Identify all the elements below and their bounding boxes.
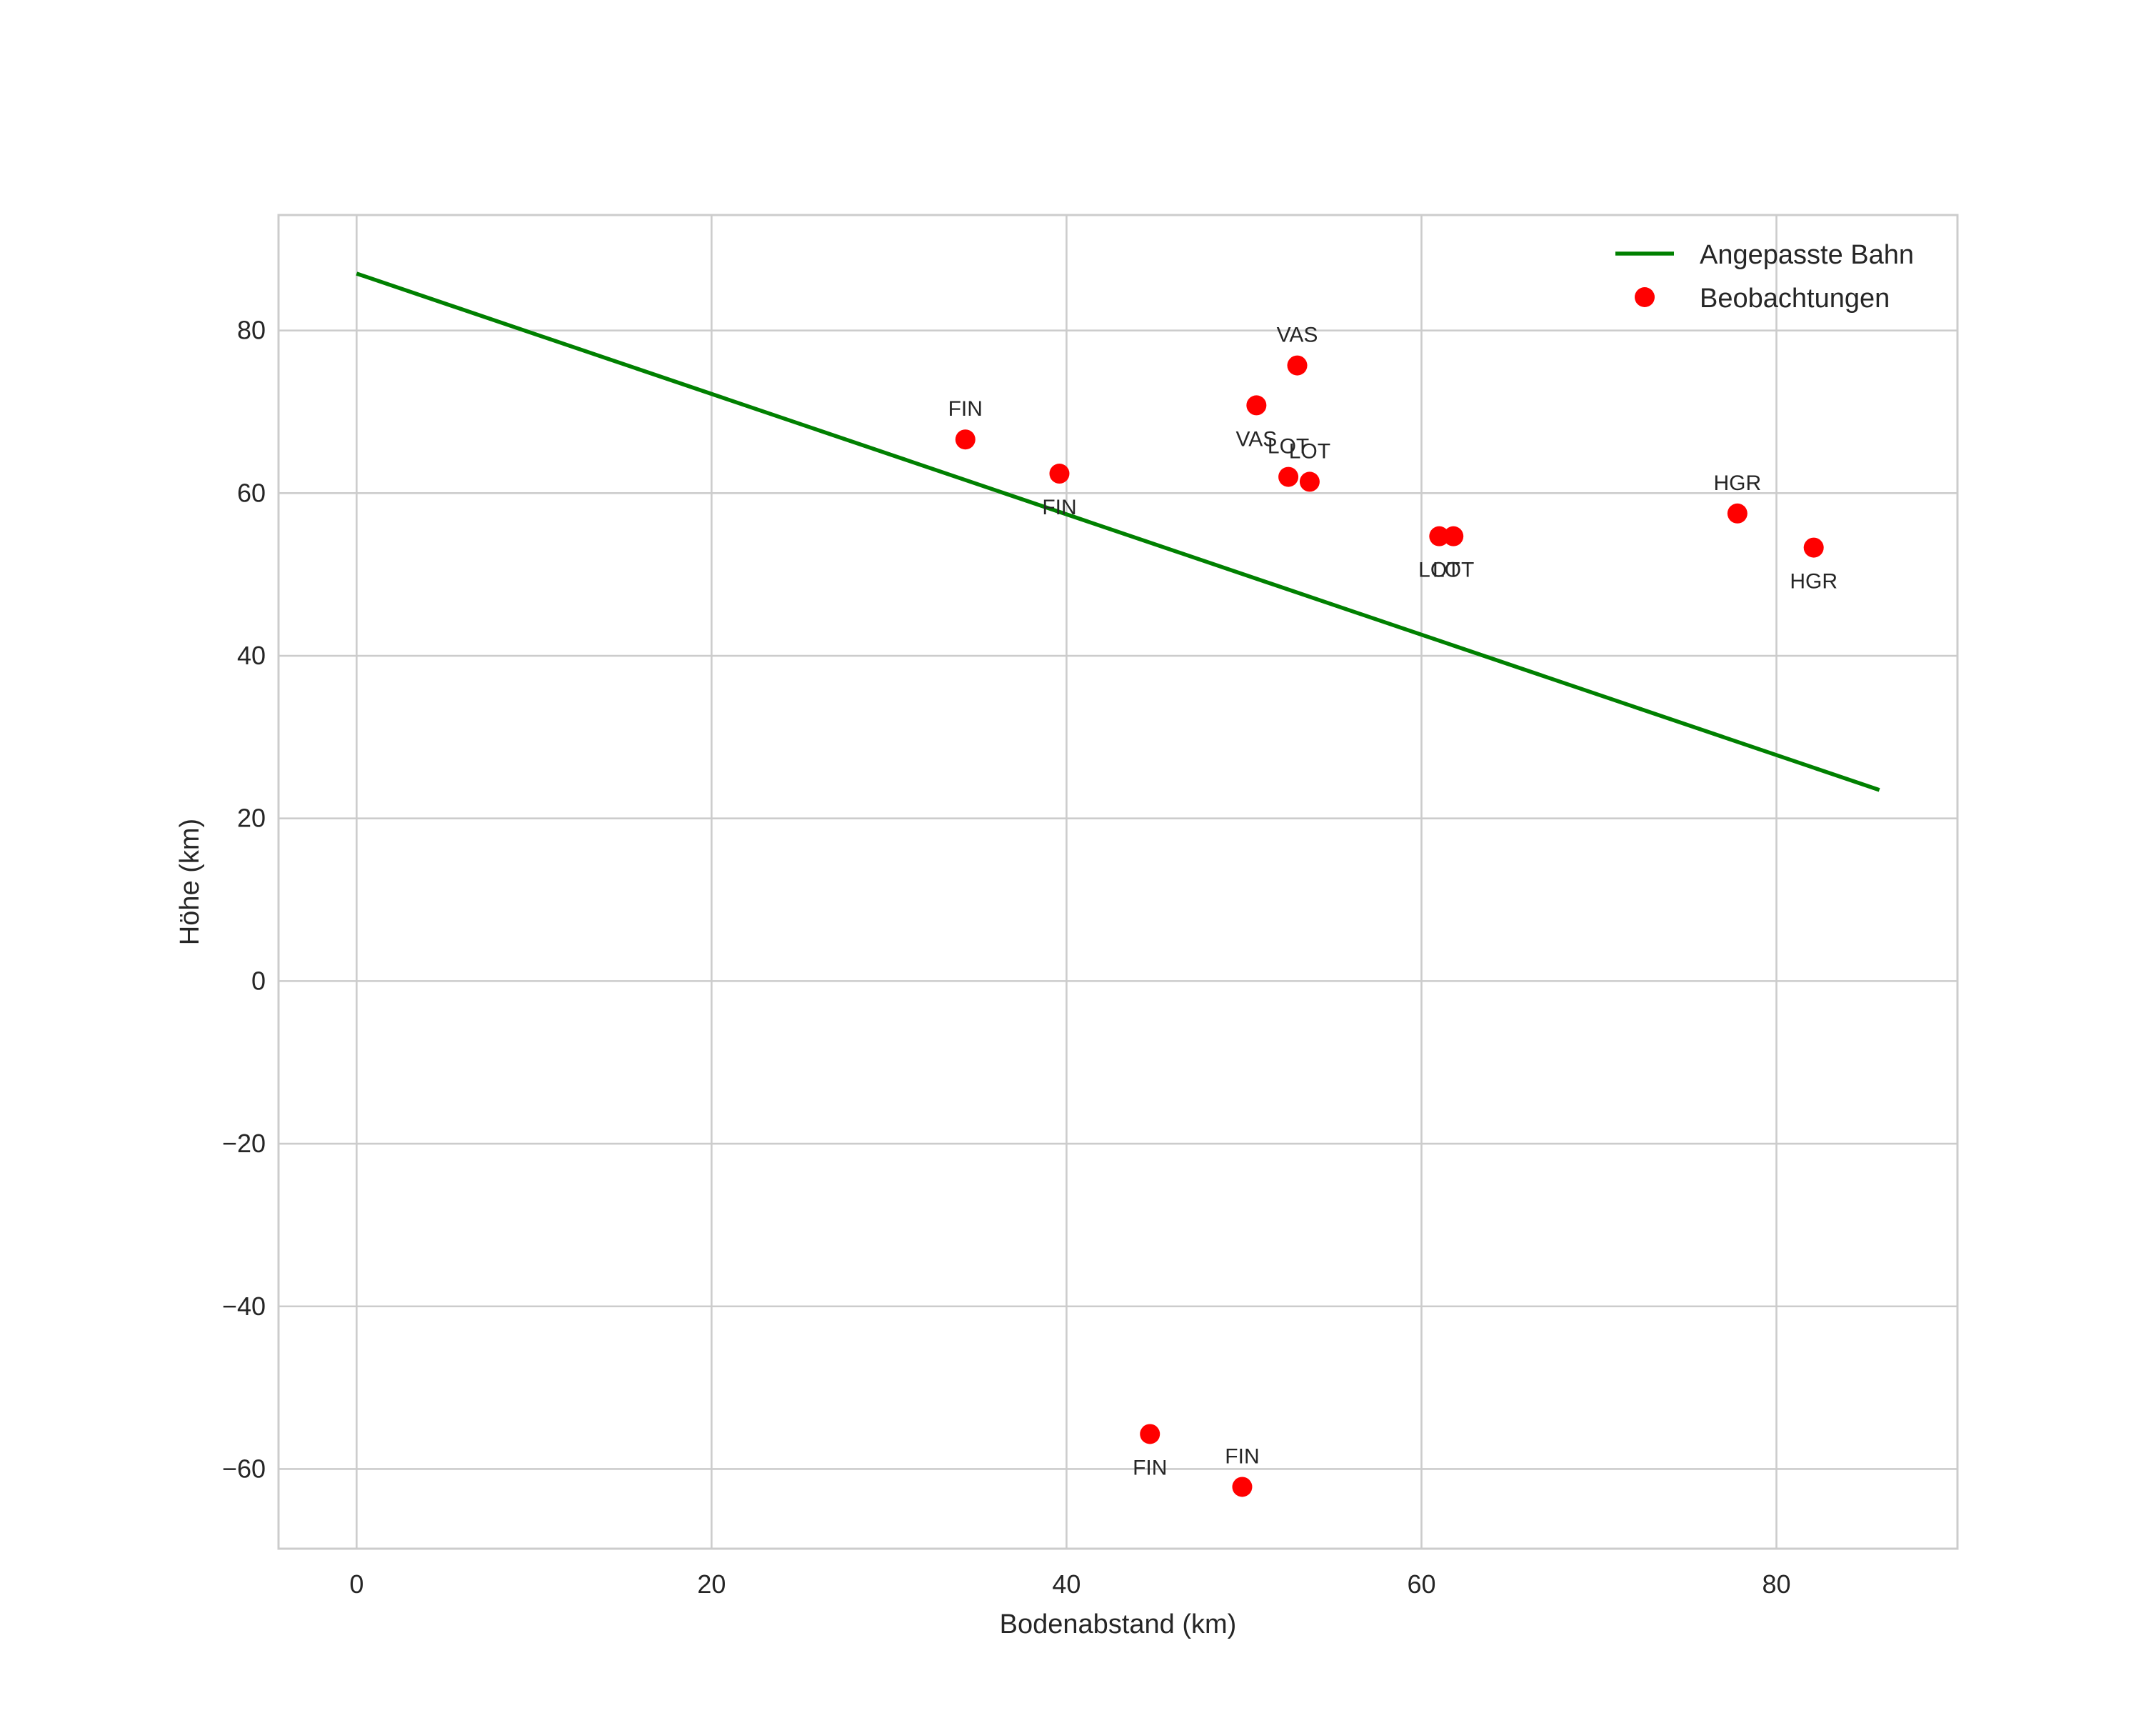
observation-point-label: FIN (1225, 1444, 1259, 1468)
observation-point-label: LOT (1268, 435, 1309, 459)
fitted-line-layer (356, 271, 1880, 792)
y-tick-label: 60 (237, 478, 266, 507)
observation-point (1232, 1477, 1253, 1497)
x-tick-label: 80 (1762, 1569, 1790, 1599)
y-tick-label: 40 (237, 641, 266, 670)
observation-point-label: LOT (1433, 559, 1474, 582)
y-tick-label: −20 (222, 1129, 266, 1158)
tick-labels: 0 20 40 60 80 −60 −40 −20 0 20 40 60 80 (222, 316, 1791, 1599)
y-tick-label: 80 (237, 316, 266, 345)
x-tick-label: 40 (1052, 1569, 1080, 1599)
x-axis-label: Bodenabstand (km) (1000, 1609, 1237, 1639)
observation-point (1278, 466, 1299, 487)
observation-point-label: LOT (1289, 439, 1330, 463)
grid (279, 215, 1957, 1549)
observation-point (1246, 395, 1267, 416)
observation-point (1429, 526, 1450, 546)
observation-point (1803, 537, 1824, 558)
legend-point-swatch (1635, 287, 1655, 307)
x-tick-label: 60 (1407, 1569, 1435, 1599)
legend: Angepasste Bahn Beobachtungen (1615, 240, 1914, 314)
plot-frame (277, 214, 1959, 1550)
observation-point (1049, 464, 1070, 484)
observation-point (1443, 526, 1464, 546)
observation-point-label: LOT (1418, 559, 1460, 582)
y-tick-label: −40 (222, 1292, 266, 1321)
legend-label-observations: Beobachtungen (1700, 284, 1890, 314)
observation-point (1287, 355, 1308, 376)
observation-point-label: HGR (1790, 570, 1837, 594)
x-tick-label: 20 (697, 1569, 726, 1599)
observation-point-label: VAS (1235, 427, 1277, 451)
x-tick-label: 0 (349, 1569, 363, 1599)
observation-point-label: VAS (1277, 324, 1318, 347)
observation-point-label: FIN (948, 397, 983, 421)
observation-point (955, 429, 976, 450)
fitted-trajectory-line (356, 271, 1880, 792)
y-tick-label: 0 (251, 966, 266, 995)
observation-point-label: FIN (1042, 496, 1076, 519)
legend-label-fitted-line: Angepasste Bahn (1700, 240, 1914, 270)
observation-point (1140, 1424, 1160, 1444)
y-axis-label: Höhe (km) (175, 819, 205, 945)
observation-point-label: FIN (1133, 1456, 1167, 1479)
observation-point-label: HGR (1713, 471, 1761, 495)
observation-point (1727, 503, 1748, 524)
y-tick-label: 20 (237, 804, 266, 833)
observation-point (1299, 471, 1320, 492)
y-tick-label: −60 (222, 1454, 266, 1483)
